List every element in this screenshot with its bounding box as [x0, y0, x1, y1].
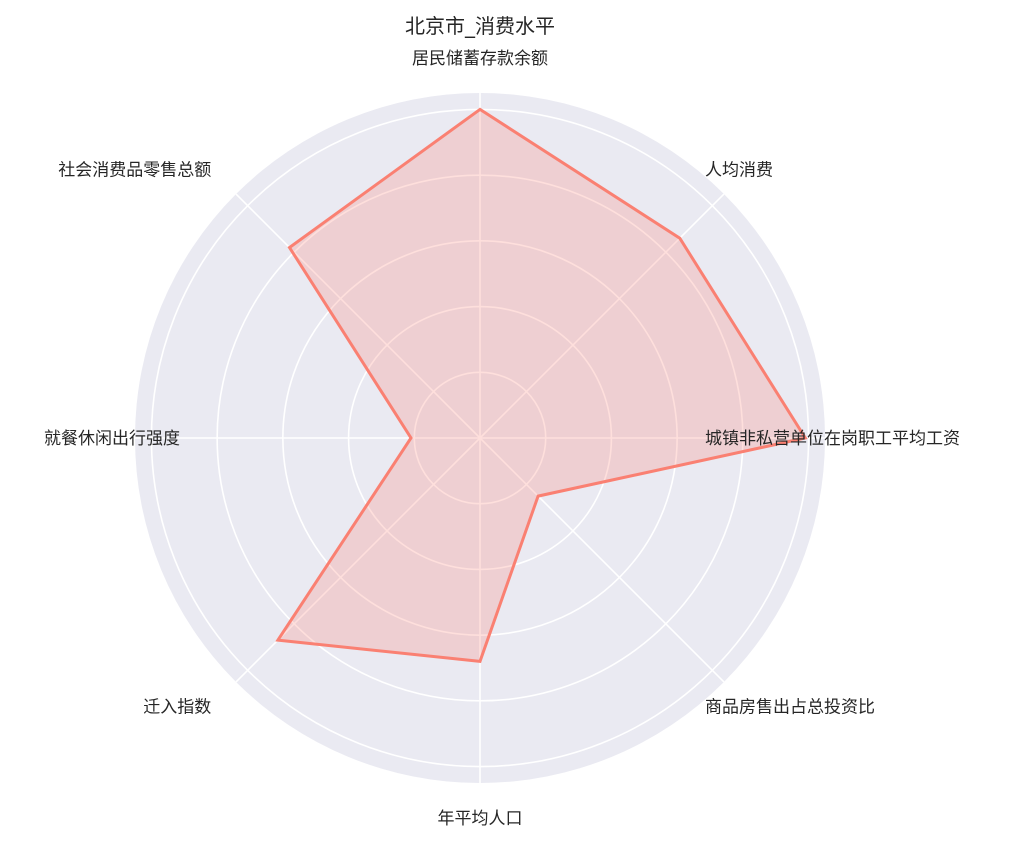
- grid-spoke-8: [235, 193, 481, 439]
- data-point-1-6: [277, 639, 279, 641]
- data-point-1-7: [410, 437, 412, 439]
- axis-label-7: 就餐休闲出行强度: [44, 429, 180, 449]
- series-layer: [275, 107, 808, 664]
- data-point-1-1: [479, 108, 481, 110]
- axis-label-8: 社会消费品零售总额: [58, 160, 211, 180]
- grid-spoke-2: [479, 193, 725, 439]
- grid-lines: [135, 93, 825, 783]
- data-point-1-4: [537, 495, 539, 497]
- axis-labels: 居民储蓄存款余额人均消费城镇非私营单位在岗职工平均工资商品房售出占总投资比年平均…: [44, 49, 960, 829]
- axis-label-4: 商品房售出占总投资比: [705, 698, 875, 718]
- grid-spoke-4: [479, 437, 725, 683]
- data-point-1-3: [804, 437, 806, 439]
- axis-label-1: 居民储蓄存款余额: [412, 49, 548, 69]
- data-point-1-2: [679, 237, 681, 239]
- axis-label-3: 城镇非私营单位在岗职工平均工资: [705, 429, 960, 449]
- series-area-1: [277, 109, 806, 662]
- axis-label-5: 年平均人口: [438, 809, 523, 829]
- axis-label-2: 人均消费: [705, 160, 773, 180]
- chart-title: 北京市_消费水平: [405, 14, 555, 38]
- data-point-1-5: [479, 660, 481, 662]
- axis-label-6: 迁入指数: [143, 698, 211, 718]
- data-point-1-8: [288, 246, 290, 248]
